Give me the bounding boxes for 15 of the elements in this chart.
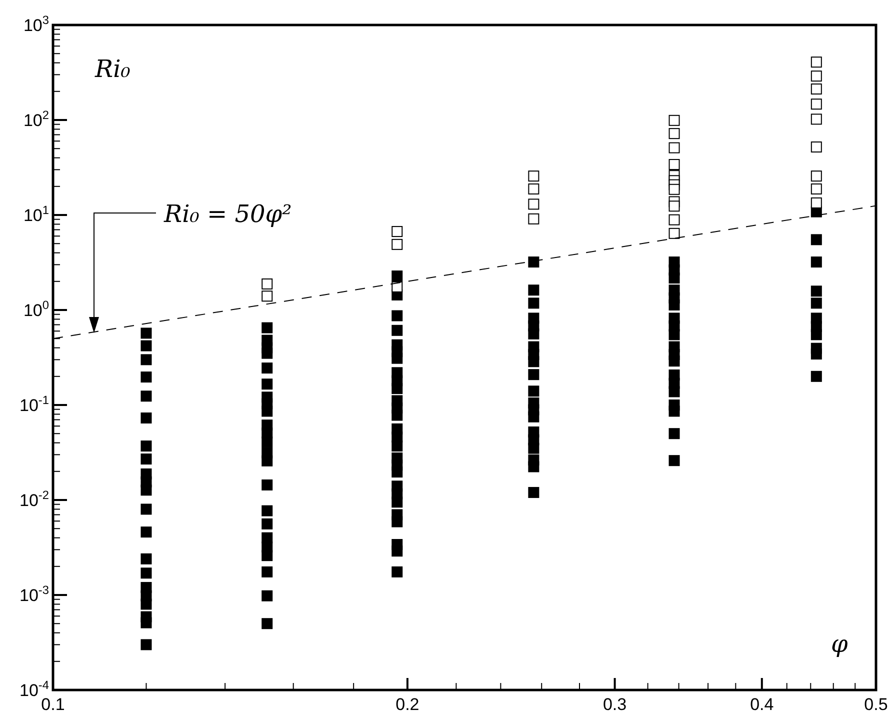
x-tick-label: 0.3 (602, 695, 627, 714)
x-tick-label: 0.5 (864, 695, 888, 714)
y-tick-label: 10$^{0}$ (23, 298, 50, 320)
y-tick-label: 10$^{-3}$ (20, 583, 50, 605)
y-axis-title: Ri₀ (94, 55, 131, 83)
x-tick-label: 0.4 (750, 695, 774, 714)
y-tick-label: 10$^{3}$ (23, 13, 50, 35)
y-tick-label: 10$^{1}$ (23, 203, 50, 225)
x-tick-label: 0.2 (396, 695, 420, 714)
x-axis-title: φ (831, 630, 848, 658)
y-tick-label: 10$^{2}$ (23, 108, 50, 130)
annotation: Ri₀ = 50φ² (163, 200, 292, 228)
y-tick-label: 10$^{-2}$ (20, 488, 50, 510)
x-tick-label: 0.1 (41, 695, 65, 714)
y-tick-label: 10$^{-1}$ (20, 393, 50, 415)
